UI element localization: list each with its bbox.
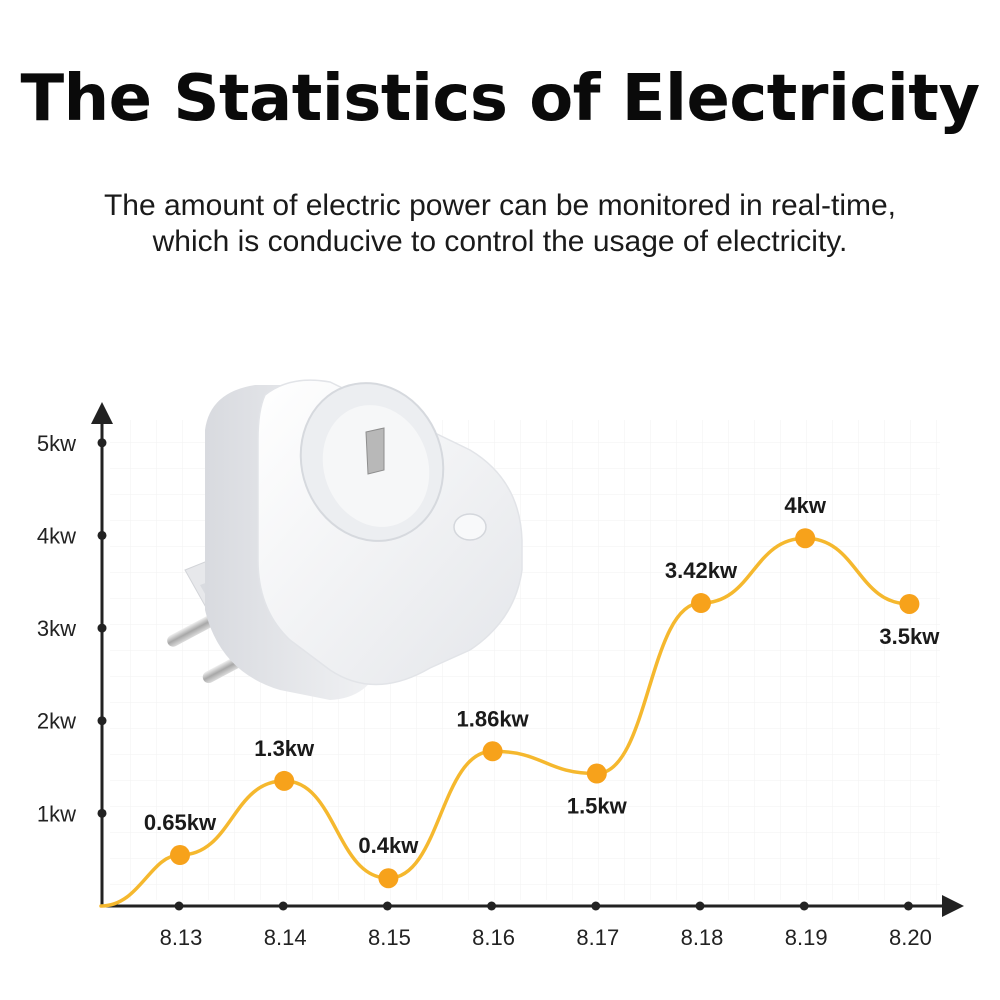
y-axis-arrow-icon	[91, 402, 113, 424]
y-tick-dot	[97, 438, 107, 448]
x-tick-label: 8.14	[264, 925, 307, 950]
data-point	[170, 845, 190, 866]
data-label: 1.3kw	[254, 736, 315, 761]
data-label: 3.5kw	[879, 624, 940, 649]
data-labels: 0.65kw 1.3kw 0.4kw 1.86kw 1.5kw 3.42kw 4kw 3.5k…	[144, 493, 940, 858]
y-tick-label: 3kw	[37, 616, 76, 641]
data-point	[795, 528, 816, 549]
x-tick-dot	[695, 901, 705, 911]
x-tick-label: 8.20	[889, 925, 932, 950]
x-tick-dot	[903, 901, 913, 911]
data-label: 4kw	[784, 493, 826, 518]
data-label: 3.42kw	[665, 558, 738, 583]
x-tick-dot	[487, 901, 497, 911]
x-axis-arrow-icon	[942, 895, 964, 917]
data-label: 0.65kw	[144, 810, 217, 835]
data-point	[586, 763, 607, 784]
x-ticks: 8.13 8.14 8.15 8.16 8.17 8.18 8.19 8.20	[160, 901, 932, 950]
data-point	[482, 741, 503, 762]
y-tick-label: 1kw	[37, 801, 76, 826]
smart-plug-icon	[167, 379, 523, 700]
y-tick-label: 2kw	[37, 709, 76, 734]
data-points	[170, 528, 920, 889]
data-point	[691, 593, 711, 614]
x-tick-label: 8.16	[472, 925, 515, 950]
x-tick-dot	[591, 901, 601, 911]
x-tick-label: 8.19	[785, 925, 828, 950]
page-title: The Statistics of Electricity	[20, 62, 980, 136]
data-label: 1.5kw	[567, 794, 628, 819]
subtitle-line-2: which is conducive to control the usage …	[152, 225, 848, 258]
x-tick-dot	[382, 901, 392, 911]
x-tick-dot	[174, 901, 184, 911]
x-tick-label: 8.17	[576, 925, 619, 950]
data-point	[274, 770, 295, 791]
page-subtitle: The amount of electric power can be moni…	[0, 188, 1000, 260]
data-point	[378, 868, 399, 889]
subtitle-line-1: The amount of electric power can be moni…	[103, 189, 897, 222]
y-tick-label: 5kw	[37, 431, 76, 456]
x-tick-label: 8.13	[160, 925, 203, 950]
data-label: 0.4kw	[358, 833, 419, 858]
y-axis	[91, 402, 113, 905]
y-tick-dot	[97, 716, 107, 726]
data-point	[899, 593, 920, 614]
data-label: 1.86kw	[457, 706, 530, 731]
y-ticks: 1kw 2kw 3kw 4kw 5kw	[37, 431, 107, 826]
y-tick-dot	[97, 530, 107, 540]
x-tick-dot	[799, 901, 809, 911]
x-tick-dot	[278, 901, 288, 911]
x-tick-label: 8.18	[681, 925, 724, 950]
y-tick-dot	[97, 623, 107, 633]
y-tick-dot	[97, 808, 107, 818]
x-tick-label: 8.15	[368, 925, 411, 950]
y-tick-label: 4kw	[37, 523, 76, 548]
